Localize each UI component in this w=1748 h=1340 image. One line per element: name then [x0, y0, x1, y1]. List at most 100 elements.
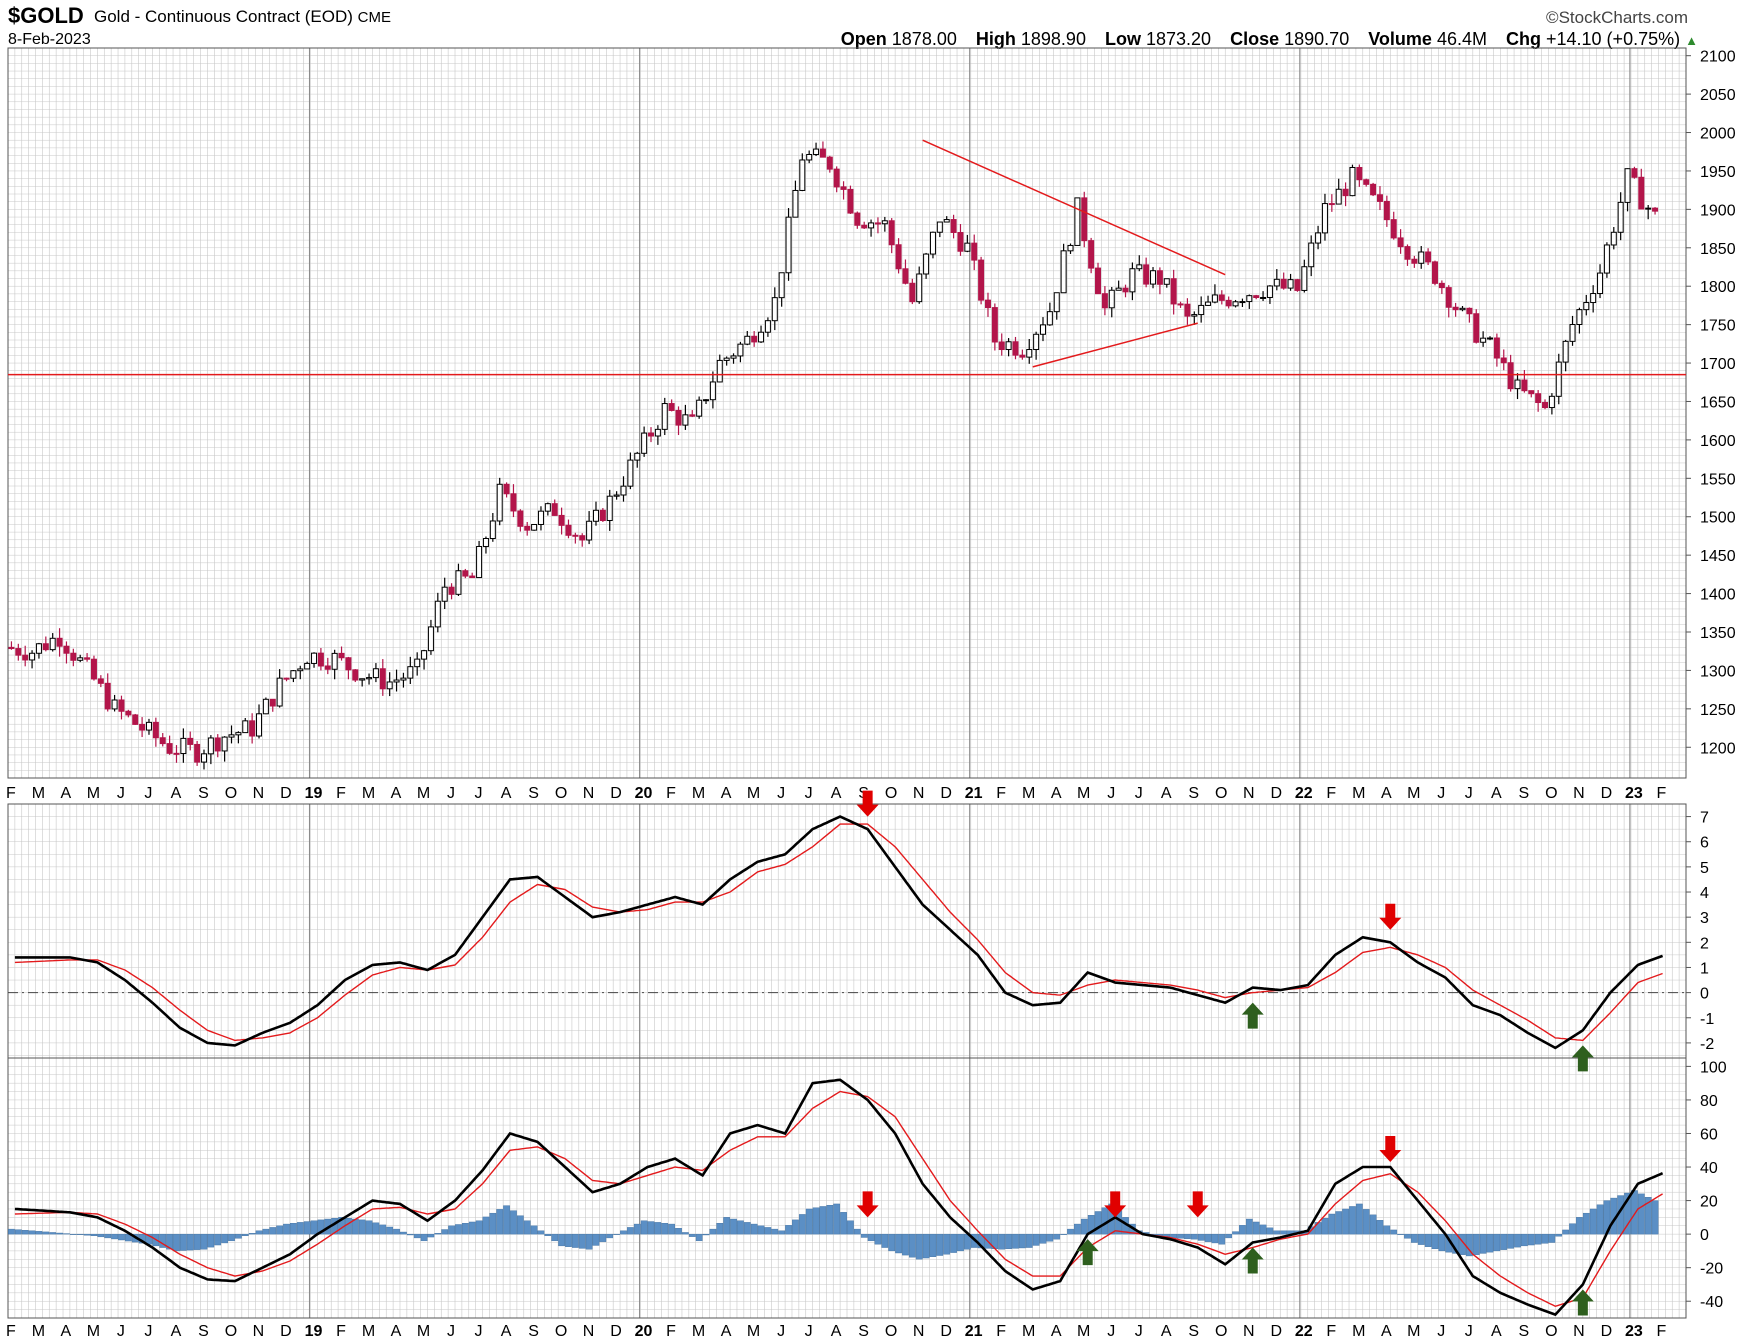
x-tick-label: O	[555, 1323, 567, 1340]
candle-body	[1129, 268, 1136, 293]
histogram-bar	[455, 1224, 462, 1235]
histogram-bar	[723, 1217, 730, 1235]
histogram-bar	[1644, 1197, 1652, 1235]
histogram-bar	[406, 1233, 414, 1236]
histogram-bar	[895, 1233, 902, 1254]
candle-body	[792, 189, 799, 218]
x-tick-label: 23	[1625, 785, 1643, 802]
candle-body	[1466, 307, 1473, 315]
candle-body	[427, 626, 434, 652]
candle-body	[1493, 337, 1500, 359]
histogram-bar	[1466, 1233, 1473, 1257]
candle-body	[489, 520, 496, 540]
x-tick-label: M	[362, 1323, 375, 1340]
candle-body	[194, 743, 201, 763]
y-tick-label: -20	[1700, 1261, 1723, 1278]
candle-body	[716, 359, 723, 383]
histogram-bar	[14, 1229, 22, 1235]
candle-body	[544, 503, 551, 512]
candle-body	[1638, 176, 1645, 210]
histogram-bar	[104, 1233, 112, 1239]
histogram-bar	[310, 1220, 318, 1235]
candle-body	[200, 753, 207, 763]
histogram-bar	[1637, 1193, 1645, 1235]
x-tick-label: F	[1656, 1323, 1666, 1340]
candle-body	[1411, 258, 1418, 264]
candle-body	[558, 514, 565, 526]
histogram-bar	[1053, 1233, 1061, 1240]
x-tick-label: A	[61, 1323, 72, 1340]
x-tick-label: 20	[635, 785, 653, 802]
candle-body	[888, 220, 895, 246]
histogram-bar	[661, 1223, 669, 1235]
candle-body	[1273, 278, 1280, 287]
candle-body	[1136, 264, 1143, 270]
histogram-bar	[826, 1204, 834, 1235]
histogram-bar	[496, 1209, 504, 1235]
candle-body	[1521, 379, 1528, 392]
indicator-line	[14, 1078, 1664, 1317]
y-tick-label: 1350	[1700, 625, 1736, 642]
histogram-bar	[1019, 1233, 1026, 1249]
histogram-bar	[173, 1233, 180, 1252]
ticker-symbol: $GOLD	[8, 3, 84, 28]
histogram-bar	[1383, 1225, 1391, 1235]
x-tick-label: O	[1545, 1323, 1557, 1340]
candle-body	[806, 153, 813, 161]
candle-body	[1156, 270, 1163, 285]
y-tick-label: 1500	[1700, 510, 1736, 527]
histogram-bar	[1390, 1229, 1398, 1235]
candle-body	[923, 253, 930, 275]
histogram-bar	[1321, 1217, 1329, 1235]
histogram-bar	[613, 1233, 620, 1235]
candle-body	[1528, 390, 1535, 395]
candle-body	[1198, 304, 1205, 316]
histogram-bar	[1555, 1233, 1563, 1237]
candle-body	[1569, 324, 1576, 342]
candle-body	[537, 510, 544, 525]
histogram-bar	[695, 1233, 703, 1242]
histogram-bar	[69, 1233, 77, 1235]
histogram-bar	[21, 1230, 29, 1235]
candle-body	[1542, 402, 1549, 409]
candle-body	[97, 678, 104, 684]
candle-body	[689, 414, 696, 417]
histogram-bar	[1424, 1233, 1432, 1247]
buy-arrow-icon	[1241, 1247, 1264, 1274]
candle-body	[572, 534, 579, 537]
candle-body	[476, 545, 483, 579]
x-tick-label: J	[777, 785, 785, 802]
histogram-bar	[558, 1233, 565, 1247]
candle-body	[235, 732, 242, 736]
x-tick-label: S	[1518, 1323, 1529, 1340]
histogram-bar	[833, 1203, 841, 1235]
x-tick-label: J	[1437, 1323, 1445, 1340]
candle-body	[1074, 197, 1081, 246]
candle-body	[586, 520, 593, 541]
candle-body	[132, 714, 139, 725]
candle-body	[22, 654, 29, 661]
candle-body	[221, 736, 228, 752]
histogram-bar	[303, 1221, 311, 1235]
x-tick-label: M	[1077, 785, 1090, 802]
histogram-bar	[1631, 1190, 1638, 1235]
x-tick-label: O	[225, 1323, 237, 1340]
histogram-bar	[1651, 1200, 1659, 1235]
candle-body	[551, 503, 558, 516]
histogram-bar	[118, 1233, 125, 1241]
histogram-bar	[1259, 1224, 1267, 1235]
y-tick-label: 0	[1700, 986, 1709, 1003]
candle-body	[1617, 201, 1624, 233]
x-tick-label: F	[6, 1323, 16, 1340]
sell-arrow-icon	[1379, 903, 1402, 930]
candle-body	[895, 244, 902, 270]
y-tick-label: 80	[1700, 1093, 1718, 1110]
histogram-bar	[998, 1233, 1006, 1250]
histogram-bar	[1218, 1233, 1226, 1245]
x-tick-label: A	[171, 785, 182, 802]
candle-body	[813, 148, 820, 155]
x-tick-label: N	[913, 785, 925, 802]
histogram-bar	[950, 1233, 957, 1253]
histogram-bar	[530, 1225, 538, 1235]
histogram-bar	[221, 1233, 228, 1244]
